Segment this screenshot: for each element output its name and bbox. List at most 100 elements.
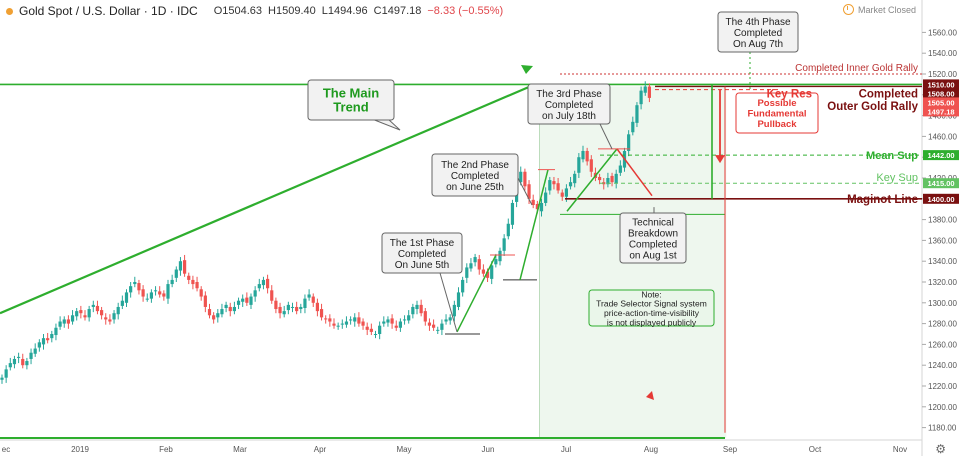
price-tag-label: 1400.00	[927, 195, 954, 204]
candle-body	[456, 292, 461, 307]
price-tag	[923, 88, 959, 99]
candle-body	[191, 279, 195, 285]
candle-body	[510, 202, 515, 225]
candle-body	[108, 319, 112, 322]
y-tick-label: 1240.00	[928, 361, 957, 370]
key-sup-label: Key Sup	[876, 172, 918, 184]
candle-body	[627, 134, 631, 151]
candle-body	[100, 310, 104, 316]
pullback-callout-box	[735, 92, 819, 134]
mean-sup-label: Mean Sup	[866, 150, 918, 162]
key-res-label: Key Res	[767, 88, 812, 100]
candle-body	[544, 192, 548, 203]
candle-body	[8, 363, 12, 368]
x-tick-label: Sep	[723, 445, 738, 454]
candle-body	[133, 282, 137, 285]
y-tick-label: 1180.00	[928, 424, 957, 433]
symbol-title[interactable]: Gold Spot / U.S. Dollar · 1D · IDC	[19, 4, 198, 18]
candle-body	[332, 323, 336, 326]
phase1-callout-label: The 1st Phase Completed On June 5th	[390, 238, 455, 271]
main-trend-callout-box	[307, 79, 395, 121]
y-tick-label: 1540.00	[928, 49, 957, 58]
candle-body	[178, 261, 183, 271]
candle-body	[25, 361, 29, 366]
candle-body	[141, 289, 145, 297]
candle-body	[432, 324, 436, 328]
change-value: −8.33 (−0.55%)	[427, 5, 504, 17]
candle-body	[199, 289, 203, 297]
candle-body	[573, 173, 577, 184]
candle-body	[498, 250, 502, 262]
price-tag	[923, 150, 959, 161]
phase2-pointer	[517, 177, 533, 206]
candle-body	[266, 278, 270, 289]
phase1-callout-box	[381, 232, 463, 274]
high-value: H1509.40	[268, 5, 316, 17]
candle-body	[286, 304, 290, 311]
candle-body	[207, 309, 212, 316]
candle-body	[303, 298, 307, 308]
candle-body	[427, 322, 432, 326]
candle-body	[41, 338, 46, 345]
candle-body	[129, 286, 133, 293]
price-tag-label: 1510.00	[927, 80, 954, 89]
x-tick-label: Jul	[561, 445, 571, 454]
candle-body	[166, 284, 170, 299]
y-tick-label: 1380.00	[928, 216, 957, 225]
main-trend-callout-label: The Main Trend	[323, 85, 379, 114]
candle-body	[228, 306, 232, 312]
y-tick-label: 1260.00	[928, 340, 957, 349]
breakdown-arrowhead	[646, 391, 654, 400]
phase1-arrow	[456, 254, 497, 333]
y-tick-label: 1300.00	[928, 299, 957, 308]
candle-body	[149, 292, 153, 299]
candle-body	[137, 283, 141, 291]
close-value: C1497.18	[373, 5, 422, 17]
note-callout-box	[588, 289, 715, 327]
candle-body	[282, 311, 286, 315]
pullback-callout-label: Possible Fundamental Pullback	[747, 98, 806, 130]
candle-body	[87, 309, 91, 318]
candle-body	[340, 323, 344, 325]
chart-header: Gold Spot / U.S. Dollar · 1D · IDC O1504…	[0, 0, 960, 22]
candle-body	[33, 348, 37, 354]
candle-body	[365, 326, 369, 330]
tech-breakdown-callout-box	[619, 212, 687, 264]
candle-body	[83, 315, 87, 318]
candle-body	[253, 290, 257, 297]
y-tick-label: 1200.00	[928, 403, 957, 412]
candle-body	[257, 284, 261, 289]
phase3-callout-label: The 3rd Phase Completed on July 18th	[536, 89, 602, 122]
candle-body	[145, 298, 149, 300]
candle-body	[29, 352, 33, 359]
candle-body	[568, 182, 573, 187]
candle-body	[112, 313, 116, 320]
phase4-callout-label: The 4th Phase Completed On Aug 7th	[725, 17, 790, 50]
candle-body	[564, 188, 568, 197]
main-trend-line	[0, 85, 531, 315]
candle-body	[183, 260, 187, 274]
candle-body	[373, 334, 378, 335]
candle-body	[153, 290, 158, 292]
candle-body	[311, 296, 315, 303]
candle-body	[490, 265, 494, 279]
candle-body	[91, 304, 95, 307]
candle-body	[195, 282, 199, 289]
y-tick-label: 1560.00	[928, 28, 957, 37]
price-tag-label: 1497.18	[927, 107, 954, 116]
x-tick-label: ec	[2, 445, 10, 454]
price-tag	[923, 178, 959, 189]
candle-body	[357, 317, 361, 324]
candle-body	[465, 267, 469, 278]
candle-body	[556, 183, 560, 191]
candle-body	[639, 90, 643, 105]
tech-breakdown-callout-label: Technical Breakdown Completed on Aug 1st	[628, 218, 678, 262]
candle-body	[245, 297, 249, 303]
maginot-label: Maginot Line	[847, 194, 918, 206]
chart-settings-icon[interactable]: ⚙	[935, 442, 946, 456]
x-tick-label: Feb	[159, 445, 173, 454]
candle-body	[12, 358, 17, 365]
candle-body	[124, 292, 129, 303]
candle-body	[203, 295, 207, 307]
